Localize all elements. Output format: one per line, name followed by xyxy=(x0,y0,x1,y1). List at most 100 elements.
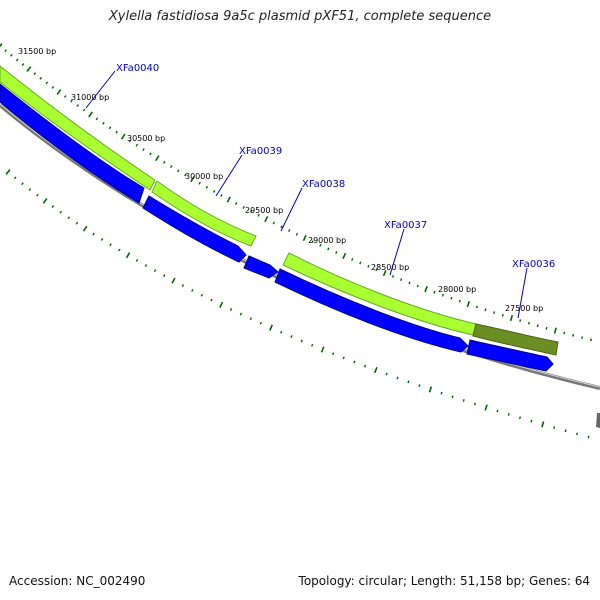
outer-tick xyxy=(302,234,307,242)
outer-tick xyxy=(441,293,444,297)
inner-tick xyxy=(311,343,314,347)
outer-tick xyxy=(102,121,105,125)
inner-tick xyxy=(440,391,443,395)
gene-leader-line xyxy=(517,267,528,319)
scale-label: 31500 bp xyxy=(18,47,56,56)
outer-tick xyxy=(76,104,80,107)
inner-tick xyxy=(363,364,367,368)
feature-reverse-5 xyxy=(466,339,554,372)
inner-tick xyxy=(451,395,454,399)
outer-tick xyxy=(311,240,314,244)
outer-tick xyxy=(493,311,496,315)
outer-tick xyxy=(162,160,166,164)
inner-tick xyxy=(135,258,139,262)
outer-tick xyxy=(484,308,487,312)
inner-tick xyxy=(92,232,95,236)
inner-tick xyxy=(51,205,55,208)
gene-leader-line xyxy=(280,187,303,232)
outer-tick xyxy=(51,86,55,89)
outer-tick xyxy=(335,251,338,254)
inner-tick xyxy=(42,198,48,204)
inner-tick xyxy=(564,429,567,433)
inner-tick xyxy=(21,182,24,186)
outer-tick xyxy=(400,278,403,282)
topology-summary: Topology: circular; Length: 51,158 bp; G… xyxy=(298,574,590,588)
inner-tick xyxy=(5,169,11,175)
outer-tick xyxy=(391,274,395,278)
inner-tick xyxy=(290,335,293,339)
gene-label[interactable]: XFa0036 xyxy=(512,259,555,270)
feature-reverse-3 xyxy=(243,255,279,279)
outer-tick xyxy=(149,152,152,156)
inner-tick xyxy=(28,188,32,191)
inner-tick xyxy=(181,284,185,287)
gene-leader-line xyxy=(215,154,243,197)
feature-reverse-1 xyxy=(0,83,145,204)
outer-tick xyxy=(190,176,195,183)
gene-label[interactable]: XFa0038 xyxy=(302,179,345,190)
inner-tick xyxy=(396,376,399,380)
outer-tick xyxy=(527,321,530,325)
inner-tick xyxy=(100,237,104,241)
inner-tick xyxy=(269,324,273,331)
outer-tick xyxy=(108,126,112,130)
gene-labels: XFa0040 XFa0039 XFa0038 XFa0037 XFa0036 xyxy=(85,63,555,319)
inner-tick xyxy=(518,416,522,420)
inner-tick xyxy=(332,352,335,356)
inner-tick xyxy=(36,193,39,197)
outer-tick xyxy=(63,95,67,98)
outer-tick xyxy=(295,232,299,236)
inner-tick xyxy=(210,298,213,302)
outer-tick xyxy=(351,258,354,261)
scale-label: 28500 bp xyxy=(371,263,409,272)
outer-tick xyxy=(553,327,557,334)
sequence-backbone-end xyxy=(596,413,600,428)
outer-tick xyxy=(342,252,347,260)
outer-tick xyxy=(70,99,73,103)
inner-tick xyxy=(280,330,283,334)
inner-tick xyxy=(109,243,112,247)
inner-tick xyxy=(75,221,79,225)
inner-tick xyxy=(144,264,148,267)
gene-label[interactable]: XFa0039 xyxy=(239,146,282,157)
inner-tick xyxy=(553,426,556,429)
scale-label: 30000 bp xyxy=(185,172,223,181)
outer-tick xyxy=(375,268,378,272)
outer-tick xyxy=(288,229,291,232)
outer-tick xyxy=(382,269,387,277)
outer-tick xyxy=(155,155,160,162)
forward-strand-features xyxy=(0,65,559,356)
outer-tick xyxy=(198,181,201,185)
inner-tick xyxy=(496,409,499,413)
outer-tick xyxy=(120,133,126,140)
outer-tick xyxy=(367,264,370,268)
outer-tick xyxy=(280,225,283,229)
inner-tick xyxy=(259,321,263,325)
inner-tick xyxy=(13,176,17,180)
outer-tick xyxy=(475,305,478,309)
gene-label[interactable]: XFa0037 xyxy=(384,220,427,231)
outer-tick xyxy=(135,143,139,147)
outer-tick xyxy=(235,202,238,205)
outer-tick xyxy=(264,216,269,223)
inner-tick xyxy=(171,277,176,284)
outer-tick xyxy=(169,165,173,169)
inner-tick xyxy=(541,421,545,428)
inner-tick xyxy=(191,288,194,292)
outer-tick xyxy=(88,111,93,118)
outer-tick xyxy=(249,209,253,213)
outer-tick xyxy=(563,331,566,335)
outer-tick xyxy=(82,108,86,112)
inner-tick xyxy=(418,384,421,388)
outer-tick xyxy=(319,243,322,247)
inner-tick xyxy=(249,317,253,321)
inner-tick xyxy=(300,339,303,343)
outer-tick xyxy=(545,326,548,330)
gene-label[interactable]: XFa0040 xyxy=(116,63,159,74)
outer-tick xyxy=(519,319,522,323)
outer-tick xyxy=(501,313,504,317)
inner-tick xyxy=(239,312,243,316)
outer-tick xyxy=(220,194,223,197)
outer-tick xyxy=(10,53,13,57)
